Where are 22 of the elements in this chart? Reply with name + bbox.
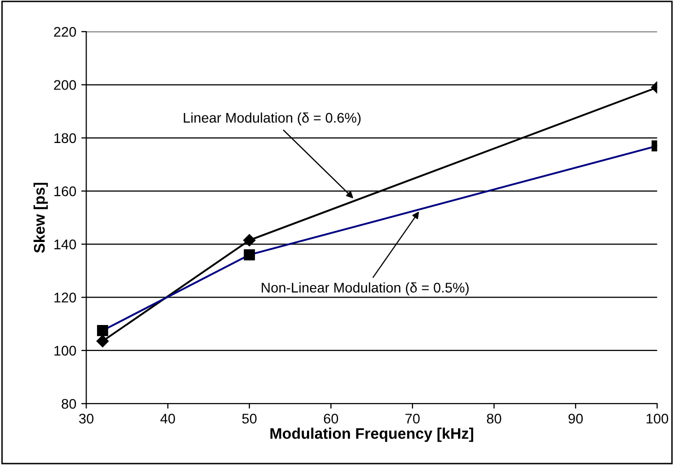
annotation: Linear Modulation (δ = 0.6%) [184,112,361,126]
x-tick-label: 80 [486,414,502,424]
y-axis-title: Skew [ps] [34,182,48,253]
x-tick-label: 50 [242,414,257,424]
y-tick-label: 200 [54,80,76,90]
y-tick-label: 140 [54,240,76,250]
point [243,234,256,246]
point [96,335,109,348]
y-tick-label: 120 [54,292,76,303]
annotation: Non-Linear Modulation (δ = 0.5%) [262,282,469,296]
y-tick-label: 80 [62,398,76,409]
y-tick-label: 220 [54,26,76,37]
y-tick-label: 180 [54,133,76,144]
x-tick-label: 70 [405,414,420,424]
y-tick-label: 160 [54,186,76,196]
x-tick-label: 90 [568,414,583,424]
x-tick-label: 30 [79,414,94,424]
y-tick-label: 100 [54,346,76,356]
x-tick-label: 100 [646,414,668,424]
x-tick-label: 40 [160,414,176,424]
x-tick-label: 60 [324,414,338,424]
x-axis-title: Modulation Frequency [kHz] [270,428,474,442]
